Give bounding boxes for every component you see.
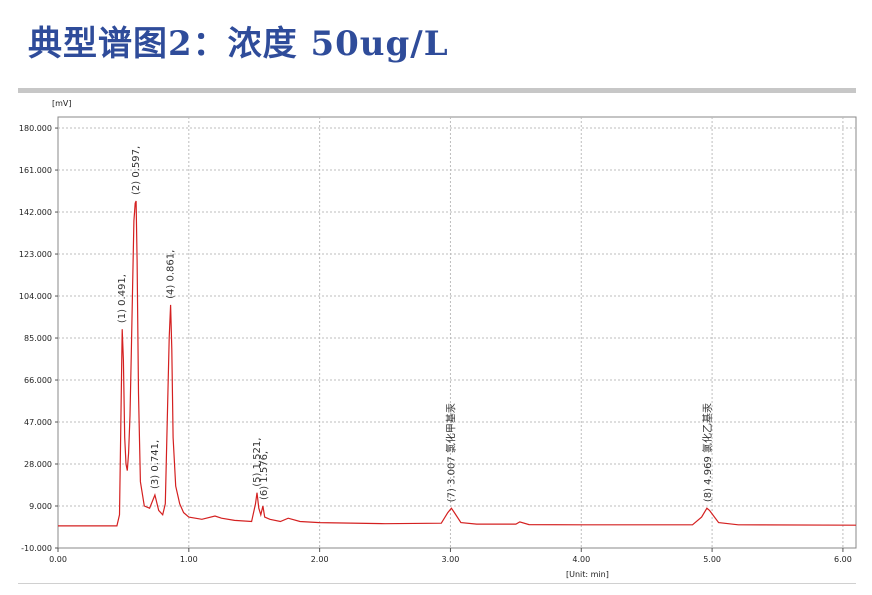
slide-title: 典型谱图2：浓度 50ug/L bbox=[28, 24, 449, 64]
y-tick-label: 47.000 bbox=[24, 418, 52, 427]
x-tick-label: 1.00 bbox=[180, 555, 198, 564]
y-unit-label: [mV] bbox=[52, 99, 72, 108]
x-tick-label: 5.00 bbox=[703, 555, 721, 564]
y-tick-label: 66.000 bbox=[24, 376, 52, 385]
peak-label: (6) 1.576, bbox=[259, 451, 270, 500]
x-tick-label: 6.00 bbox=[834, 555, 852, 564]
peak-label: (1) 0.491, bbox=[117, 274, 128, 323]
grid-lines bbox=[58, 117, 856, 548]
y-tick-label: 85.000 bbox=[24, 334, 52, 343]
y-tick-label: 161.000 bbox=[19, 166, 52, 175]
x-tick-label: 3.00 bbox=[442, 555, 460, 564]
x-tick-label: 2.00 bbox=[311, 555, 329, 564]
x-tick-label: 0.00 bbox=[49, 555, 67, 564]
peak-label: (5) 1.521, bbox=[252, 438, 263, 487]
peak-label: (3) 0.741, bbox=[150, 440, 161, 489]
y-tick-label: -10.000 bbox=[21, 544, 52, 553]
axes: -10.000 9.000 28.000 47.000 66.000 85.000 104.… bbox=[19, 124, 852, 564]
peak-label: (8) 4.969 氯化乙基汞 bbox=[701, 403, 714, 502]
y-tick-label: 180.000 bbox=[19, 124, 52, 133]
x-unit-label: [Unit: min] bbox=[566, 570, 609, 579]
peak-label: (4) 0.861, bbox=[166, 250, 177, 299]
x-tick-label: 4.00 bbox=[572, 555, 590, 564]
chromatogram-trace bbox=[58, 200, 857, 527]
peak-label: (2) 0.597, bbox=[131, 146, 142, 195]
y-tick-label: 142.000 bbox=[19, 208, 52, 217]
plot-area bbox=[57, 116, 857, 549]
title-divider bbox=[18, 88, 856, 93]
y-tick-label: 123.000 bbox=[19, 250, 52, 259]
y-tick-label: 104.000 bbox=[19, 292, 52, 301]
y-tick-label: 28.000 bbox=[24, 460, 52, 469]
bottom-divider bbox=[18, 583, 856, 584]
peak-labels: (1) 0.491, (2) 0.597, (3) 0.741, (4) 0.861,… bbox=[117, 146, 714, 502]
peak-label: (7) 3.007 氯化甲基汞 bbox=[444, 403, 457, 502]
y-tick-label: 9.000 bbox=[29, 502, 52, 511]
